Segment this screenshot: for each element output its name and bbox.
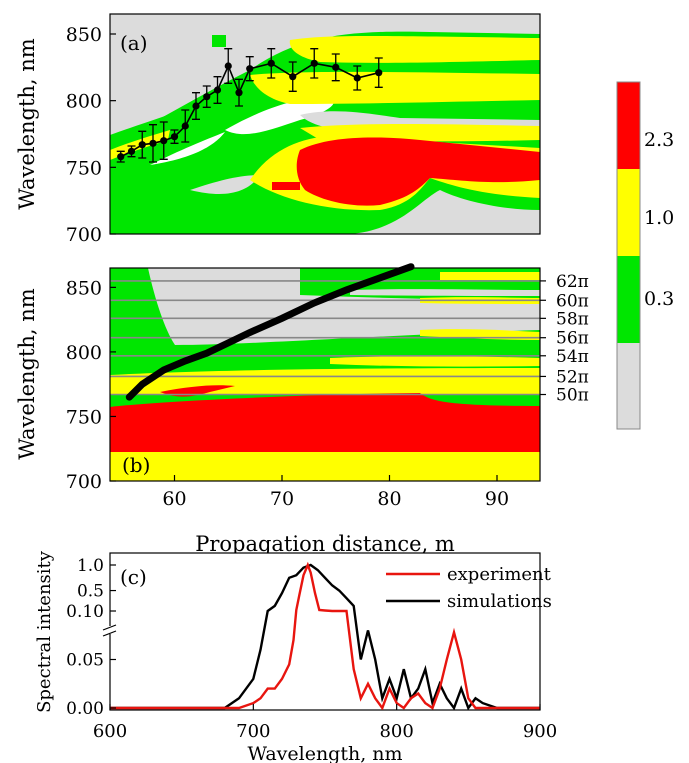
panel-b-y-tick-label: 750 <box>66 406 102 428</box>
panel-b-x-tick-label: 90 <box>485 488 509 510</box>
panel-a-label: (a) <box>120 31 148 55</box>
panel-c-y-tick-label: 0.5 <box>77 582 104 602</box>
panel-a-y-tick-label: 850 <box>66 24 102 46</box>
panel-b-y-tick-label: 850 <box>66 277 102 299</box>
panel-a-data-point <box>170 133 179 141</box>
panel-c-x-ticks: 600 700 800 900 <box>93 704 557 742</box>
panel-c-x-tick-label: 700 <box>236 721 270 742</box>
legend-label-experiment: experiment <box>447 564 552 585</box>
panel-b-label: (b) <box>122 453 150 477</box>
colorbar-label-low: 0.3 <box>644 288 674 310</box>
colorbar: 2.3 1.0 0.3 <box>616 81 674 430</box>
panel-a-data-point <box>224 62 232 70</box>
panel-b-y-tick-label: 700 <box>66 471 102 493</box>
panel-a-data-point <box>353 74 361 82</box>
panel-c-y-tick-label: 0.10 <box>66 602 104 622</box>
panel-a-y-tick-label: 750 <box>66 157 102 179</box>
panel-a-data-point <box>203 93 211 101</box>
panel-b-y-ticks: 700 750 800 850 <box>66 277 116 493</box>
phase-label: 56π <box>556 329 589 349</box>
panel-a-data-point <box>375 69 383 77</box>
panel-a-data-point <box>267 59 275 67</box>
panel-b-x-ticks: 60 70 80 90 <box>162 475 509 510</box>
experiment-line <box>110 561 540 710</box>
colorbar-yellow <box>617 169 640 256</box>
panel-b-x-tick-label: 80 <box>377 488 401 510</box>
colorbar-label-high: 2.3 <box>644 129 674 151</box>
panel-a-error-bars <box>116 48 383 163</box>
panel-b-heatmap <box>110 268 540 481</box>
panel-c-x-tick-label: 800 <box>379 721 413 742</box>
colorbar-label-mid: 1.0 <box>644 207 674 229</box>
panel-c-label: (c) <box>120 565 147 589</box>
panel-a-data-point <box>235 89 243 97</box>
phase-label: 52π <box>556 367 589 387</box>
panel-a-data-point <box>127 147 136 155</box>
phase-label: 50π <box>556 386 589 406</box>
panel-b-y-axis-label: Wavelength, nm <box>15 288 39 460</box>
phase-label: 60π <box>556 291 589 311</box>
colorbar-red <box>617 82 640 169</box>
panel-b-x-axis-label: Propagation distance, m <box>195 532 455 556</box>
panel-b-y-tick-label: 800 <box>66 342 102 364</box>
panel-a-data-point <box>149 139 157 147</box>
legend-label-simulations: simulations <box>447 591 552 612</box>
panel-b-x-tick-label: 70 <box>270 488 294 510</box>
panel-a-data-point <box>289 73 297 81</box>
panel-b-curve <box>125 263 415 401</box>
panel-a-y-tick-label: 800 <box>66 91 102 113</box>
panel-b: 700 750 800 850 60 70 80 90 50π52π54π56π58π60π… <box>15 263 589 556</box>
panel-a-data-point <box>181 122 189 130</box>
colorbar-gray <box>617 343 640 429</box>
panel-b-x-tick-label: 60 <box>162 488 186 510</box>
panel-c-y-ticks: 0.00 0.05 0.100.5 1.0 <box>66 556 116 719</box>
panel-c-x-tick-label: 600 <box>93 721 127 742</box>
panel-c-plot-area <box>110 561 540 710</box>
phase-label: 62π <box>556 272 589 292</box>
panel-a-y-axis-label: Wavelength, nm <box>15 38 39 210</box>
panel-a-data-point <box>332 63 340 71</box>
panel-a-y-ticks: 700 750 800 850 <box>66 24 116 246</box>
panel-a-data-point <box>117 153 125 161</box>
simulations-line <box>110 563 540 710</box>
phase-label: 58π <box>556 309 589 329</box>
panel-a-data-point <box>213 86 222 94</box>
panel-c-x-axis-label: Wavelength, nm <box>247 743 402 763</box>
panel-c: 0.00 0.05 0.100.5 1.0 600 700 800 900 experime… <box>34 550 557 763</box>
panel-c-y-tick-label: 1.0 <box>77 556 104 576</box>
panel-c-x-tick-label: 900 <box>523 721 557 742</box>
panel-a-data-point <box>138 141 146 149</box>
panel-a-data-point <box>246 65 254 73</box>
panel-a-data-point <box>310 59 318 67</box>
panel-c-y-tick-label: 0.00 <box>66 699 104 719</box>
panel-a-data-point <box>160 137 168 145</box>
legend: experiment simulations <box>386 564 552 612</box>
panel-a-data-point <box>192 102 200 110</box>
phase-label: 54π <box>556 347 589 367</box>
colorbar-green <box>617 256 640 343</box>
panel-a: 700 750 800 850 (a) Wavelength, nm <box>15 13 541 246</box>
panel-c-y-axis-label: Spectral intensity <box>34 550 55 713</box>
panel-c-y-tick-label: 0.05 <box>66 651 104 671</box>
panel-a-heatmap <box>110 14 540 234</box>
panel-a-y-tick-label: 700 <box>66 224 102 246</box>
axis-break <box>102 624 118 637</box>
